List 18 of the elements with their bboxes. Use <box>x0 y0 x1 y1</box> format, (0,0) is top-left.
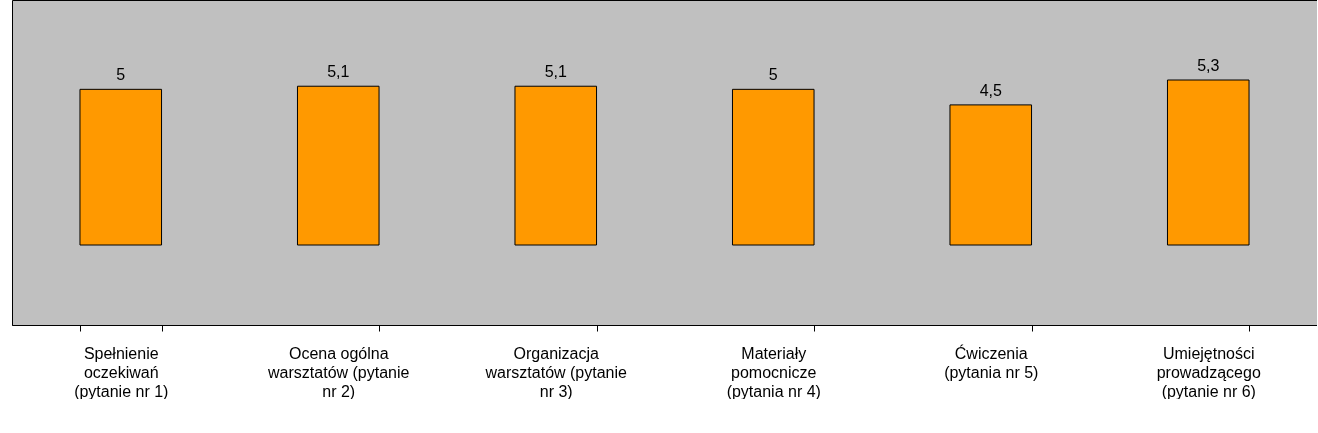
x-tick-label: Materiały pomocnicze (pytania nr 4) <box>726 344 821 400</box>
data-label: 5,1 <box>327 63 350 81</box>
data-label: 5,1 <box>544 63 567 81</box>
data-label: 5 <box>116 66 126 84</box>
bar <box>1166 79 1250 246</box>
bar <box>731 88 815 246</box>
data-label: 5,3 <box>1197 57 1220 74</box>
x-tick-label: Umiejętności prowadzącego (pytanie nr 6) <box>1156 344 1261 400</box>
x-tick-label: Ocena ogólna warsztatów (pytanie nr 2) <box>267 344 410 400</box>
bar <box>79 88 163 246</box>
x-tick-label: Organizacja warsztatów (pytanie nr 3) <box>484 344 628 400</box>
data-label: 5 <box>768 66 778 84</box>
data-label: 4,5 <box>979 81 1002 99</box>
bar <box>949 104 1033 246</box>
x-tick-label: Spełnienie oczekiwań (pytanie nr 1) <box>74 344 169 400</box>
bar <box>296 85 380 246</box>
x-tick-label: Ćwiczenia (pytania nr 5) <box>944 343 1039 381</box>
bar <box>514 85 598 246</box>
